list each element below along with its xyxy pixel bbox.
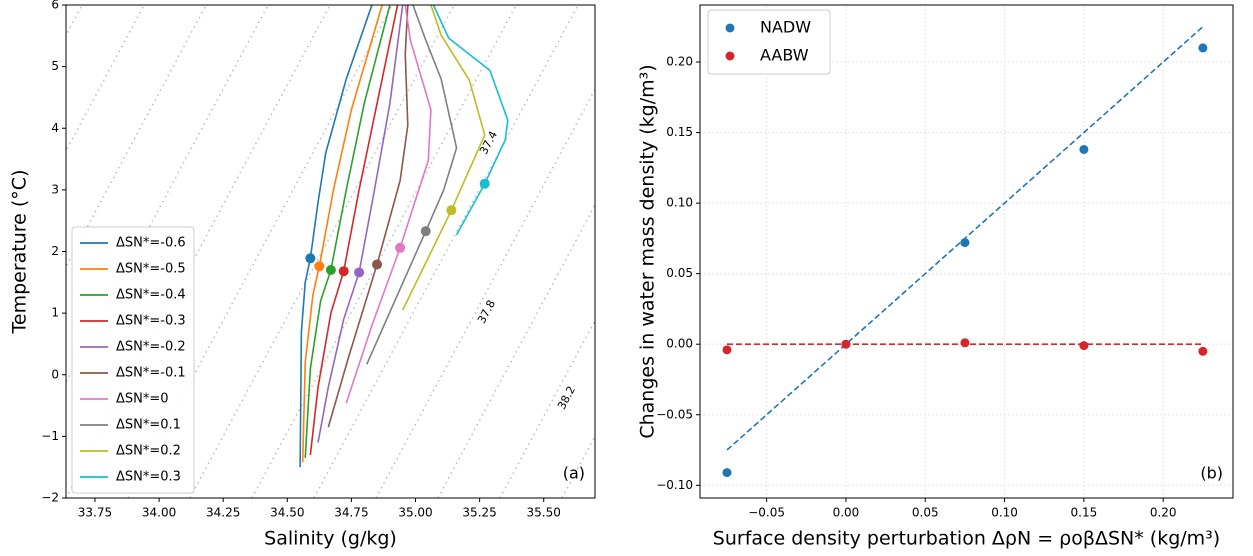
series-line	[327, 5, 409, 428]
y-tick-label: 6	[51, 0, 59, 12]
series-line	[366, 5, 458, 365]
x-tick-label: 0.00	[833, 506, 860, 520]
y-tick-label: −1	[41, 429, 59, 443]
x-tick-label: 0.05	[912, 506, 939, 520]
marker	[479, 178, 490, 189]
series-line	[309, 5, 399, 455]
point	[722, 345, 732, 355]
legend-label: ΔSN*=0.3	[116, 470, 181, 485]
y-tick-label: 1	[51, 306, 59, 320]
x-tick-label: 34.50	[270, 506, 304, 520]
y-tick-label: 0.05	[666, 266, 693, 280]
y-tick-label: 0.10	[666, 196, 693, 210]
x-tick-label: −0.05	[748, 506, 785, 520]
marker	[372, 259, 383, 270]
isopycnal	[66, 5, 207, 269]
contour-label: 37.8	[475, 298, 498, 326]
isopycnal	[313, 5, 579, 498]
y-tick-label: 3	[51, 182, 59, 196]
y-tick-label: 5	[51, 59, 59, 73]
marker	[314, 261, 325, 272]
point	[1079, 341, 1089, 351]
series-line	[401, 5, 486, 311]
isopycnal	[686, 0, 986, 498]
x-tick-label: 33.75	[78, 506, 112, 520]
isopycnal	[437, 203, 595, 498]
legend-label: ΔSN*=0	[116, 392, 169, 407]
x-tick-label: 0.10	[991, 506, 1018, 520]
point	[841, 339, 851, 349]
x-axis-label: Salinity (g/kg)	[264, 528, 397, 550]
x-tick-label: 35.25	[462, 506, 496, 520]
plot-frame	[699, 4, 1234, 499]
y-tick-label: −2	[41, 491, 59, 505]
x-tick-label: 34.75	[334, 506, 368, 520]
point	[960, 238, 970, 248]
legend-label: AABW	[760, 46, 809, 65]
panel: −0.05 0.00 0.05 0.10 0.15 0.20 −0.10 −0.05 0.00 0…	[637, 4, 1234, 550]
series-line	[301, 5, 383, 463]
y-tick-label: 0.15	[666, 125, 693, 139]
series-line	[345, 5, 432, 404]
isopycnal	[66, 5, 83, 37]
legend-label: ΔSN*=-0.2	[116, 340, 186, 355]
panel-label: (b)	[1200, 464, 1223, 483]
y-tick-label: −0.10	[656, 478, 693, 492]
panel-label: (a)	[563, 464, 585, 483]
legend-label: ΔSN*=-0.4	[116, 288, 186, 303]
x-tick-label: 0.20	[1150, 506, 1177, 520]
isopycnal	[561, 434, 595, 498]
isopycnal	[624, 0, 924, 498]
legend-label: ΔSN*=0.1	[116, 418, 181, 433]
y-axis-label: Changes in water mass density (kg/m³)	[637, 64, 659, 438]
marker	[395, 242, 406, 253]
y-tick-label: 2	[51, 244, 59, 258]
legend-box	[71, 226, 195, 494]
contour-label: 38.2	[555, 384, 578, 412]
y-tick-label: −0.05	[656, 407, 693, 421]
marker	[325, 264, 336, 275]
legend-label: NADW	[760, 18, 811, 37]
panel: 37.437.838.233.75 34.00 34.25 34.50 34.75 35.…	[9, 0, 1048, 550]
isopycnal	[251, 5, 517, 498]
y-tick-label: 0.00	[666, 337, 693, 351]
isopycnal	[66, 5, 269, 384]
legend-label: ΔSN*=-0.3	[116, 314, 186, 329]
x-tick-label: 34.00	[142, 506, 176, 520]
point	[960, 338, 970, 348]
legend-label: ΔSN*=-0.6	[116, 236, 186, 251]
point	[722, 468, 732, 478]
isopycnal	[189, 5, 455, 498]
isopycnal	[499, 319, 595, 498]
x-tick-label: 35.00	[398, 506, 432, 520]
marker	[446, 205, 457, 216]
legend-label: ΔSN*=-0.1	[116, 366, 186, 381]
legend-label: ΔSN*=0.2	[116, 444, 181, 459]
x-tick-label: 35.50	[527, 506, 561, 520]
legend-box	[707, 9, 831, 75]
x-tick-label: 34.25	[206, 506, 240, 520]
point	[1198, 346, 1208, 356]
point	[1198, 43, 1208, 53]
legend-swatch	[725, 23, 735, 33]
x-tick-label: 0.15	[1071, 506, 1098, 520]
marker	[420, 226, 431, 237]
x-axis-label: Surface density perturbation ΔρN = ρoβΔS…	[713, 528, 1220, 550]
series-line	[299, 5, 373, 468]
isopycnal	[375, 87, 595, 498]
y-axis-label: Temperature (°C)	[9, 170, 31, 335]
y-tick-label: 4	[51, 121, 59, 135]
marker	[338, 266, 349, 277]
series-line	[317, 5, 404, 443]
isopycnal	[66, 5, 145, 153]
legend-swatch	[725, 51, 735, 61]
legend-label: ΔSN*=-0.5	[116, 262, 186, 277]
point	[1079, 144, 1089, 154]
isopycnal	[748, 0, 1048, 498]
marker	[354, 267, 365, 278]
marker	[305, 253, 316, 264]
y-tick-label: 0.20	[666, 55, 693, 69]
y-tick-label: 0	[51, 367, 59, 381]
